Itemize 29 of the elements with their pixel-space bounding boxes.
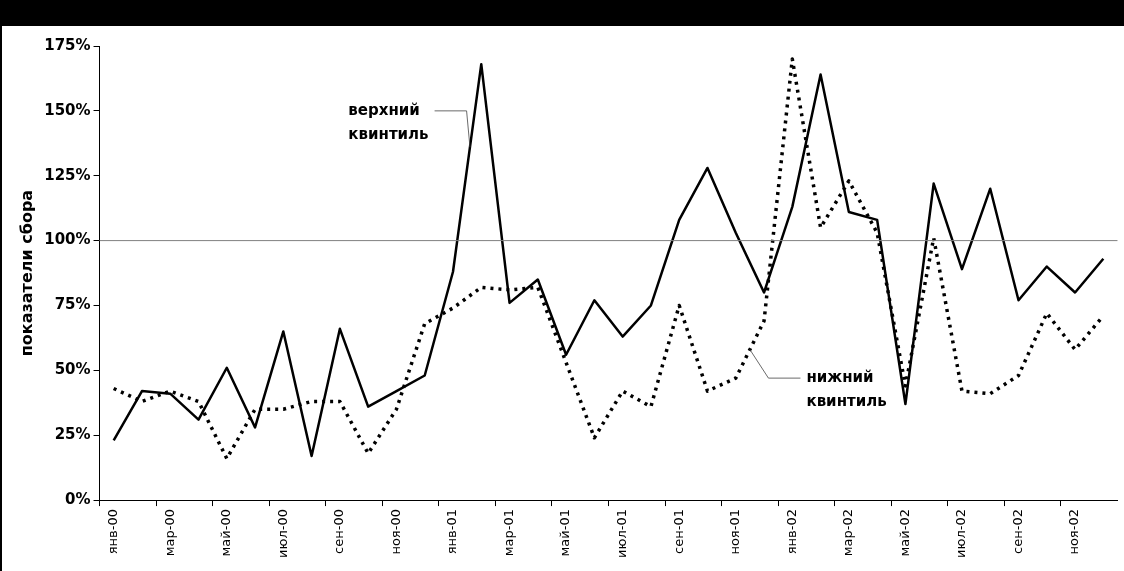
y-tick-label: 75% — [54, 295, 91, 314]
y-tick-label: 125% — [44, 165, 91, 184]
x-tick-label: мар-02 — [840, 509, 856, 557]
x-tick-label: янв-02 — [783, 509, 799, 555]
x-tick-label: май-00 — [218, 509, 234, 557]
y-tick-label: 25% — [54, 425, 91, 444]
y-tick-label: 100% — [44, 230, 91, 249]
x-tick-label: июл-01 — [614, 509, 630, 558]
x-tick-label: июл-00 — [274, 509, 290, 558]
x-tick-label: май-02 — [896, 509, 912, 557]
x-tick-label: янв-00 — [105, 509, 121, 555]
x-tick-label: сен-01 — [670, 509, 686, 554]
x-tick-label: ноя-00 — [387, 509, 403, 555]
y-tick-label: 0% — [65, 489, 91, 508]
y-axis-title: показатели сбора — [16, 189, 36, 357]
x-tick-label: июл-02 — [953, 509, 969, 558]
x-tick-label: янв-01 — [444, 509, 460, 555]
text: верхний квинтиль — [348, 100, 429, 143]
series-label: нижний квинтиль — [806, 368, 887, 411]
x-tick-label: ноя-02 — [1066, 509, 1082, 555]
x-tick-label: мар-00 — [161, 509, 177, 557]
y-tick-label: 175% — [44, 35, 91, 54]
y-tick-label: 50% — [54, 360, 91, 379]
x-tick-label: мар-01 — [500, 509, 516, 557]
x-tick-label: сен-00 — [331, 509, 347, 554]
x-tick-label: ноя-01 — [727, 509, 743, 555]
x-tick-label: май-01 — [557, 509, 573, 557]
x-tick-label: сен-02 — [1009, 509, 1025, 554]
y-tick-label: 150% — [44, 100, 91, 119]
